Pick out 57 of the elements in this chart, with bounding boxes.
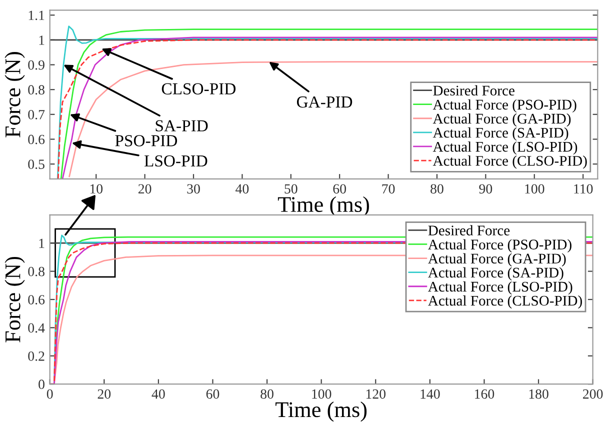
legend-label: Actual Force (GA-PID)	[432, 113, 571, 127]
y-tick-label: 0.4	[28, 323, 45, 333]
x-tick-label: 60	[206, 389, 220, 399]
x-tick-label: 180	[529, 389, 548, 399]
x-tick-label: 40	[152, 389, 165, 399]
x-tick-label: 160	[475, 389, 494, 399]
y-tick-label: 1	[39, 36, 44, 45]
x-axis-title: Time (ms)	[276, 402, 367, 422]
legend-label: Actual Force (LSO-PID)	[432, 141, 578, 155]
legend-label: Actual Force (CLSO-PID)	[432, 155, 587, 169]
x-tick-label: 110	[574, 184, 593, 194]
y-tick-label: 0.5	[28, 160, 44, 170]
x-tick-label: 120	[366, 389, 386, 399]
x-tick-label: 140	[420, 389, 440, 399]
x-axis-title: Time (ms)	[278, 196, 369, 217]
y-tick-label: 0.8	[28, 85, 44, 95]
x-tick-label: 30	[187, 184, 200, 194]
x-tick-label: 100	[312, 389, 332, 399]
y-tick-label: 0.2	[28, 351, 44, 361]
annotation: CLSO-PID	[162, 83, 236, 94]
y-tick-label: 0.7	[28, 110, 45, 120]
x-tick-label: 40	[236, 184, 249, 194]
y-tick-label: 0.6	[28, 134, 45, 144]
y-axis-title: Force (N)	[4, 256, 25, 342]
legend-label: Actual Force (CLSO-PID)	[428, 295, 582, 309]
x-tick-label: 100	[525, 184, 544, 194]
x-tick-label: 20	[98, 389, 111, 399]
legend-label: Actual Force (SA-PID)	[432, 127, 568, 141]
line-series	[68, 61, 598, 178]
legend-label: Desired Force	[428, 225, 510, 236]
legend-label: Actual Force (PSO-PID)	[432, 99, 576, 113]
annotation: GA-PID	[296, 96, 352, 108]
y-tick-label: 0.9	[28, 60, 44, 70]
x-tick-label: 0	[46, 389, 53, 399]
y-tick-label: 1	[39, 238, 44, 248]
x-tick-label: 80	[430, 184, 444, 194]
legend-label: Actual Force (LSO-PID)	[428, 281, 572, 295]
y-tick-label: 0.8	[28, 266, 44, 276]
y-tick-label: 1.1	[28, 10, 44, 20]
legend-label: Actual Force (GA-PID)	[428, 253, 566, 266]
x-tick-label: 90	[479, 184, 492, 194]
y-tick-label: 0	[38, 380, 44, 390]
legend-label: Actual Force (SA-PID)	[428, 267, 564, 281]
x-tick-label: 60	[333, 184, 346, 194]
x-tick-label: 80	[260, 389, 274, 399]
legend-label: Actual Force (PSO-PID)	[428, 239, 572, 252]
annotation: LSO-PID	[144, 155, 208, 167]
y-tick-label: 0.6	[28, 295, 45, 304]
annotation: SA-PID	[156, 120, 208, 132]
x-tick-label: 10	[90, 184, 103, 194]
x-tick-label: 20	[138, 184, 152, 194]
x-tick-label: 70	[382, 184, 395, 194]
legend-label: Desired Force	[433, 85, 514, 96]
annotation: PSO-PID	[115, 135, 178, 146]
x-tick-label: 50	[284, 184, 298, 194]
y-axis-title: Force (N)	[4, 52, 25, 138]
x-tick-label: 200	[582, 389, 603, 399]
